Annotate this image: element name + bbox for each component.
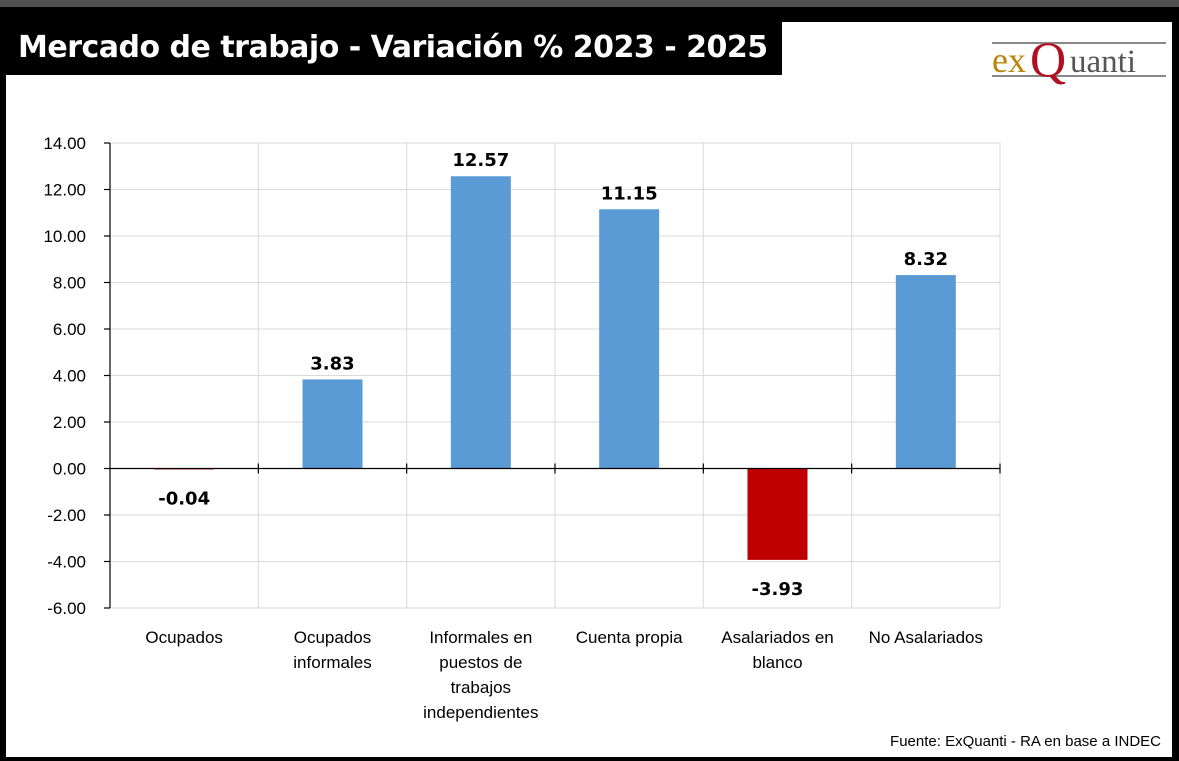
bar xyxy=(302,379,363,469)
y-tick-label: -4.00 xyxy=(47,553,86,572)
y-tick-label: 6.00 xyxy=(53,320,86,339)
exquanti-logo: ex Q uanti xyxy=(992,36,1166,87)
title-box xyxy=(0,22,782,75)
data-label: 8.32 xyxy=(904,249,948,270)
category-label: blanco xyxy=(752,653,802,672)
y-tick-label: 10.00 xyxy=(43,227,86,246)
data-label: 11.15 xyxy=(601,183,658,204)
category-label: No Asalariados xyxy=(869,628,983,647)
category-label: independientes xyxy=(423,703,538,722)
category-label: Informales en xyxy=(429,628,532,647)
source-note: Fuente: ExQuanti - RA en base a INDEC xyxy=(890,733,1161,750)
bar xyxy=(895,275,956,469)
category-label: trabajos xyxy=(451,678,511,697)
category-label: Cuenta propia xyxy=(576,628,683,647)
y-tick-label: 4.00 xyxy=(53,367,86,386)
svg-text:ex: ex xyxy=(992,40,1026,80)
svg-text:uanti: uanti xyxy=(1070,44,1136,80)
y-tick-label: -6.00 xyxy=(47,599,86,618)
bar xyxy=(450,176,511,469)
data-label: -3.93 xyxy=(752,579,804,600)
y-tick-label: 8.00 xyxy=(53,274,86,293)
chart-panel xyxy=(6,22,1172,757)
bar xyxy=(599,209,660,469)
data-label: 3.83 xyxy=(310,353,354,374)
top-bar xyxy=(0,0,1179,7)
data-label: 12.57 xyxy=(452,150,509,171)
category-label: informales xyxy=(293,653,371,672)
y-tick-label: 12.00 xyxy=(43,181,86,200)
y-tick-label: -2.00 xyxy=(47,506,86,525)
bar xyxy=(747,468,808,560)
svg-text:Q: Q xyxy=(1030,36,1066,87)
data-label: -0.04 xyxy=(158,488,210,509)
y-tick-label: 0.00 xyxy=(53,460,86,479)
category-label: Ocupados xyxy=(294,628,372,647)
y-tick-label: 14.00 xyxy=(43,134,86,153)
category-label: Ocupados xyxy=(145,628,223,647)
category-label: puestos de xyxy=(439,653,522,672)
y-tick-label: 2.00 xyxy=(53,413,86,432)
category-label: Asalariados en xyxy=(721,628,833,647)
chart-title: Mercado de trabajo - Variación % 2023 - … xyxy=(18,30,768,65)
